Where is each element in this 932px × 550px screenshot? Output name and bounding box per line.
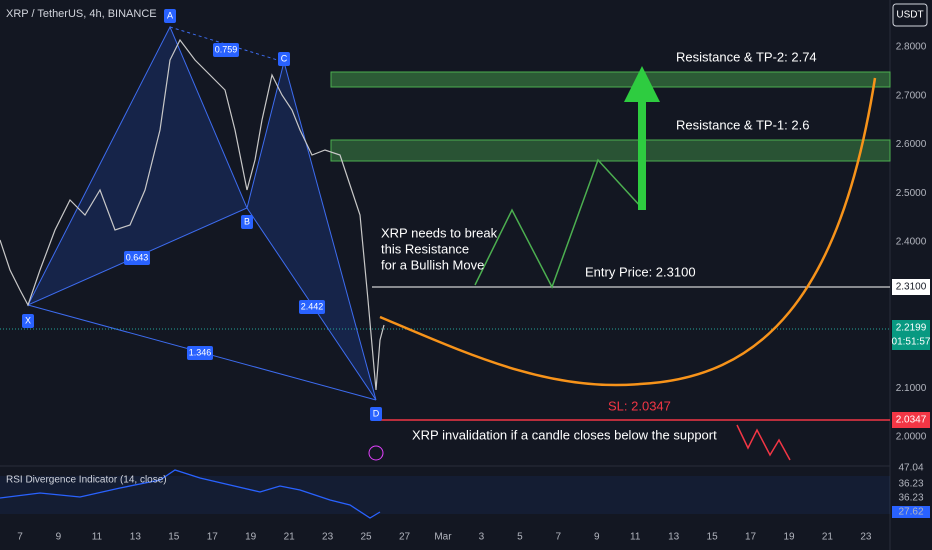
entry-price: 2.3100 [896,282,927,293]
time-tick: 17 [745,532,757,543]
pattern-point: A [167,10,173,20]
tp2-zone [330,71,891,88]
tp2-label: Resistance & TP-2: 2.74 [676,49,817,64]
entry-label: Entry Price: 2.3100 [585,264,696,279]
time-tick: 25 [360,532,372,543]
time-tick: 7 [17,532,23,543]
break-label: XRP needs to break [381,225,498,240]
ratio-box [124,251,150,265]
currency-box [892,3,928,27]
time-tick: 19 [245,532,257,543]
tp1-zone [330,139,891,162]
time-tick: 17 [207,532,219,543]
projection-curve [379,77,877,387]
ratio-box [213,43,239,57]
pattern-point-box [370,407,382,421]
green-zigzag [474,158,643,289]
currency-label: USDT [896,10,923,21]
pattern-point-box [241,215,253,229]
time-tick: 13 [668,532,680,543]
time-tick: 15 [707,532,719,543]
time-tick: 19 [783,532,795,543]
arrow-head [624,66,660,102]
rsi-level-box [892,462,930,474]
invalidation-label: XRP invalidation if a candle closes belo… [412,427,717,442]
pattern-point: C [281,53,288,63]
ratio-box [187,346,213,360]
stop-price: 2.0347 [896,415,927,426]
time-tick: 21 [822,532,834,543]
time-tick: 5 [517,532,523,543]
ac-line [169,26,285,63]
time-tick: 23 [322,532,334,543]
time-tick: 15 [168,532,180,543]
ratio-label: 0.643 [126,252,149,262]
price-tick: 2.0000 [896,432,927,443]
rsi-line [0,469,381,519]
ratio-label: 2.442 [301,301,324,311]
price-tick: 2.6000 [896,139,927,150]
red-zigzag [736,424,791,461]
break-label: for a Bullish Move [381,257,484,272]
entry-box [892,279,930,295]
time-tick: 13 [130,532,142,543]
ratio-label: 1.346 [189,347,212,357]
rsi-level-box [892,506,930,518]
break-label: this Resistance [381,241,469,256]
price-path [0,38,385,391]
time-tick: 3 [479,532,485,543]
time-tick: 11 [92,532,103,543]
ratio-label: 0.759 [215,44,238,54]
time-tick: 9 [594,532,600,543]
rsi-level: 47.04 [898,463,923,474]
tp1-label: Resistance & TP-1: 2.6 [676,117,809,132]
sl-label: SL: 2.0347 [608,398,671,413]
pattern-point-box [278,52,290,66]
pattern-point-box [164,9,176,23]
time-tick: 9 [56,532,62,543]
time-tick: 27 [399,532,411,543]
stop-box [892,412,930,428]
pattern-point: D [373,408,380,418]
price-tick: 2.4000 [896,237,927,248]
rsi-level-box [892,492,930,504]
time-tick: 11 [630,532,641,543]
time-tick: 21 [284,532,296,543]
chart-title: XRP / TetherUS, 4h, BINANCE [6,8,157,20]
price-tick: 2.7000 [896,90,927,101]
pattern-point-box [22,314,34,328]
pattern-point: X [25,315,31,325]
ratio-box [299,300,325,314]
rsi-level: 27.62 [898,507,923,518]
last-price: 2.2199 [896,323,927,334]
price-tick: 2.1000 [896,383,927,394]
time-tick: Mar [434,532,452,543]
rsi-level: 36.23 [898,479,923,490]
last-box [892,320,930,350]
time-tick: 23 [860,532,872,543]
rsi-title: RSI Divergence Indicator (14, close) [6,475,167,486]
pattern-point: B [244,216,250,226]
price-tick: 2.8000 [896,42,927,53]
alert-icon [368,445,384,461]
countdown: 01:51:57 [892,337,931,348]
rsi-level: 36.23 [898,493,923,504]
rsi-level-box [892,478,930,490]
price-tick: 2.5000 [896,188,927,199]
time-tick: 7 [556,532,562,543]
